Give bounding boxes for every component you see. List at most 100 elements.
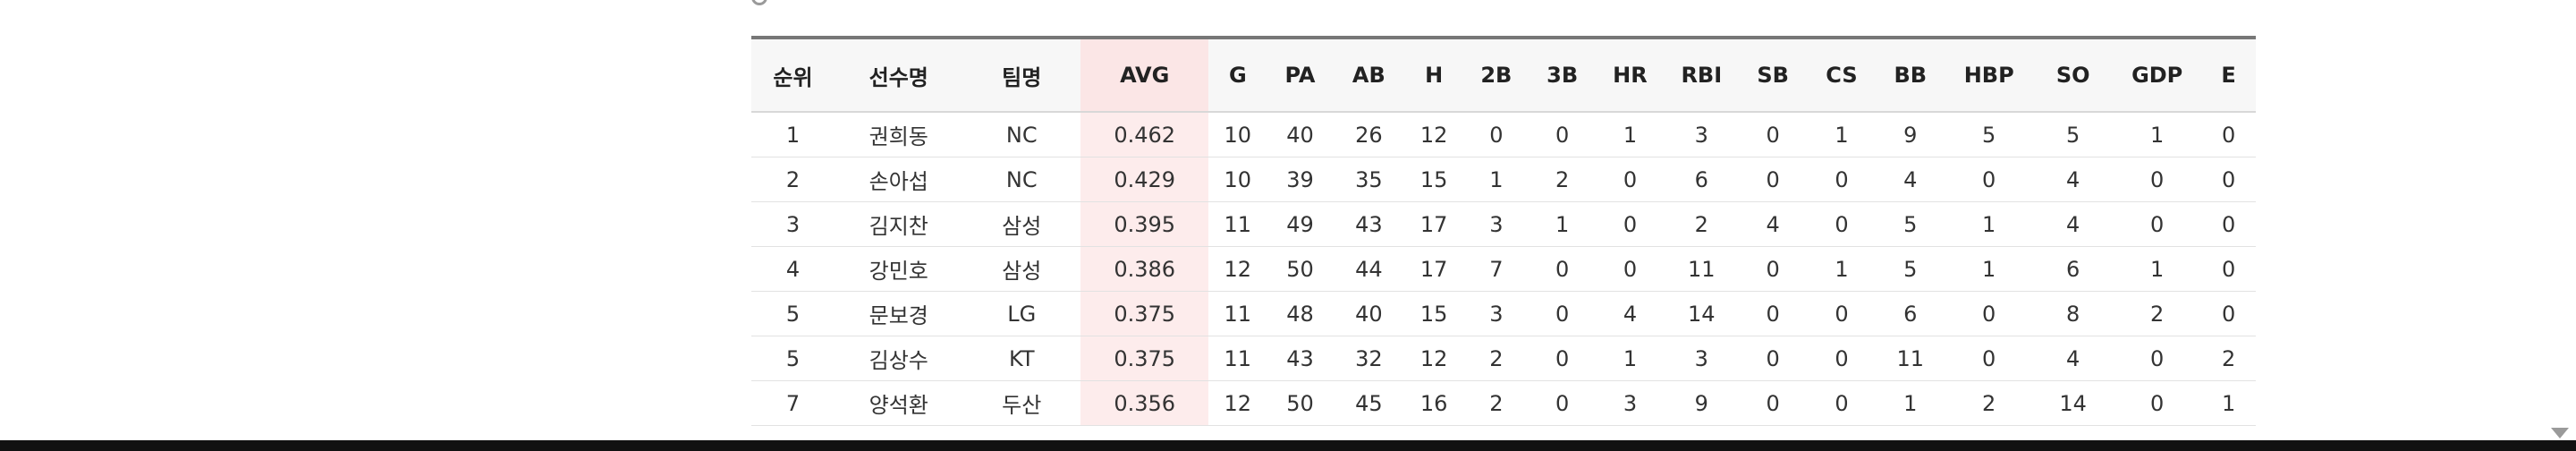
cell-hbp: 0 [1945, 336, 2034, 381]
cell-hr: 3 [1596, 380, 1665, 426]
col-header-so[interactable]: SO [2033, 39, 2114, 113]
cell-rank: 2 [751, 157, 835, 202]
cell-player[interactable]: 권희동 [834, 112, 963, 157]
cell-3b: 0 [1529, 336, 1597, 381]
col-header-rank[interactable]: 순위 [751, 39, 835, 113]
batting-record-table-container: 순위 선수명 팀명 AVG G PA AB H 2B 3B HR RBI SB … [751, 36, 2256, 449]
col-header-hbp[interactable]: HBP [1945, 39, 2034, 113]
cell-sb: 0 [1738, 157, 1808, 202]
cell-h: 17 [1403, 246, 1464, 292]
col-header-sb[interactable]: SB [1738, 39, 1808, 113]
col-header-cs[interactable]: CS [1807, 39, 1877, 113]
cell-pa: 39 [1267, 157, 1334, 202]
cell-2b: 7 [1463, 246, 1530, 292]
col-header-player[interactable]: 선수명 [834, 39, 963, 113]
cell-bb: 5 [1876, 201, 1945, 247]
cell-so: 8 [2033, 291, 2114, 336]
cell-player[interactable]: 손아섭 [834, 157, 963, 202]
cell-so: 14 [2033, 380, 2114, 426]
cell-3b: 0 [1529, 291, 1597, 336]
cell-sb: 0 [1738, 291, 1808, 336]
cell-player[interactable]: 양석환 [834, 380, 963, 426]
col-header-e[interactable]: E [2201, 39, 2256, 113]
cell-g: 11 [1208, 291, 1267, 336]
cell-bb: 1 [1876, 380, 1945, 426]
cell-ab: 32 [1333, 336, 1404, 381]
table-row: 5 김상수 KT 0.375 11 43 32 12 2 0 1 3 0 0 1… [751, 336, 2256, 381]
cell-cs: 0 [1807, 380, 1877, 426]
cell-h: 17 [1403, 201, 1464, 247]
cell-pa: 50 [1267, 380, 1334, 426]
cell-so: 4 [2033, 157, 2114, 202]
col-header-g[interactable]: G [1208, 39, 1267, 113]
cell-3b: 2 [1529, 157, 1597, 202]
col-header-2b[interactable]: 2B [1463, 39, 1530, 113]
cell-player[interactable]: 강민호 [834, 246, 963, 292]
cell-2b: 2 [1463, 336, 1530, 381]
cell-e: 0 [2201, 291, 2256, 336]
cell-player[interactable]: 문보경 [834, 291, 963, 336]
cell-ab: 45 [1333, 380, 1404, 426]
cell-3b: 0 [1529, 246, 1597, 292]
cell-e: 2 [2201, 336, 2256, 381]
cell-pa: 50 [1267, 246, 1334, 292]
cell-e: 0 [2201, 112, 2256, 157]
cell-hr: 4 [1596, 291, 1665, 336]
col-header-gdp[interactable]: GDP [2113, 39, 2202, 113]
cell-2b: 3 [1463, 291, 1530, 336]
col-header-bb[interactable]: BB [1876, 39, 1945, 113]
cell-cs: 0 [1807, 201, 1877, 247]
cell-player[interactable]: 김상수 [834, 336, 963, 381]
cell-team: NC [962, 112, 1080, 157]
cell-h: 15 [1403, 157, 1464, 202]
cell-gdp: 0 [2113, 201, 2202, 247]
cell-e: 0 [2201, 157, 2256, 202]
cell-sb: 0 [1738, 336, 1808, 381]
section-title [751, 0, 776, 11]
cell-rbi: 9 [1664, 380, 1739, 426]
cell-rbi: 6 [1664, 157, 1739, 202]
cell-hr: 1 [1596, 336, 1665, 381]
cell-hbp: 1 [1945, 246, 2034, 292]
table-row: 2 손아섭 NC 0.429 10 39 35 15 1 2 0 6 0 0 4… [751, 157, 2256, 202]
cell-g: 11 [1208, 336, 1267, 381]
scroll-down-arrow-icon[interactable] [2551, 428, 2569, 438]
cell-hbp: 0 [1945, 157, 2034, 202]
cell-so: 6 [2033, 246, 2114, 292]
cell-avg: 0.429 [1080, 157, 1209, 202]
cell-rank: 1 [751, 112, 835, 157]
cell-e: 1 [2201, 380, 2256, 426]
cell-e: 0 [2201, 246, 2256, 292]
col-header-3b[interactable]: 3B [1529, 39, 1597, 113]
col-header-avg[interactable]: AVG [1080, 39, 1209, 113]
cell-player[interactable]: 김지찬 [834, 201, 963, 247]
cell-hr: 1 [1596, 112, 1665, 157]
cell-bb: 9 [1876, 112, 1945, 157]
col-header-team[interactable]: 팀명 [962, 39, 1080, 113]
col-header-rbi[interactable]: RBI [1664, 39, 1739, 113]
cell-pa: 43 [1267, 336, 1334, 381]
cell-gdp: 1 [2113, 246, 2202, 292]
cell-avg: 0.356 [1080, 380, 1209, 426]
cell-e: 0 [2201, 201, 2256, 247]
cell-team: LG [962, 291, 1080, 336]
cell-rbi: 11 [1664, 246, 1739, 292]
col-header-h[interactable]: H [1403, 39, 1464, 113]
cell-hbp: 2 [1945, 380, 2034, 426]
cell-rbi: 3 [1664, 336, 1739, 381]
col-header-pa[interactable]: PA [1267, 39, 1334, 113]
cell-rbi: 14 [1664, 291, 1739, 336]
table-row: 3 김지찬 삼성 0.395 11 49 43 17 3 1 0 2 4 0 5… [751, 201, 2256, 247]
col-header-ab[interactable]: AB [1333, 39, 1404, 113]
cell-pa: 40 [1267, 112, 1334, 157]
cell-avg: 0.375 [1080, 291, 1209, 336]
cell-rank: 5 [751, 336, 835, 381]
col-header-hr[interactable]: HR [1596, 39, 1665, 113]
cell-rbi: 3 [1664, 112, 1739, 157]
cell-sb: 0 [1738, 380, 1808, 426]
table-body: 1 권희동 NC 0.462 10 40 26 12 0 0 1 3 0 1 9… [751, 112, 2256, 426]
cell-hbp: 5 [1945, 112, 2034, 157]
cell-sb: 0 [1738, 112, 1808, 157]
cell-g: 10 [1208, 157, 1267, 202]
cell-bb: 11 [1876, 336, 1945, 381]
